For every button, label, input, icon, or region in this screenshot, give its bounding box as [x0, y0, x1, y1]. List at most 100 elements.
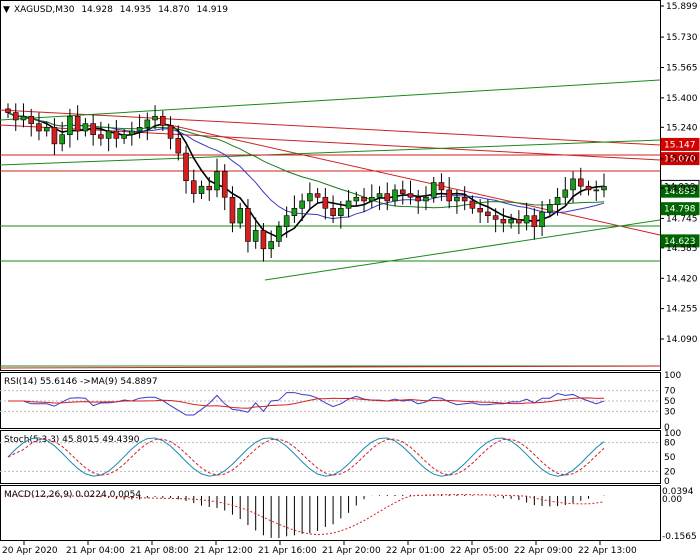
horizontal-level[interactable] [0, 365, 661, 369]
trendlines[interactable] [0, 79, 661, 369]
candle-body [338, 208, 344, 216]
stoch-level: 0 [664, 477, 670, 487]
candle-body [469, 200, 476, 209]
candle-body [221, 171, 228, 198]
candle-body [12, 112, 19, 121]
rsi-ma-line [8, 397, 605, 409]
price-tick: 15.240 [666, 123, 698, 133]
time-axis: 20 Apr 2020 21 Apr 04:00 21 Apr 08:00 21 Ap… [2, 541, 637, 556]
candle-body [121, 134, 127, 139]
candle-body [245, 208, 251, 242]
candle-body [430, 182, 437, 198]
macd-panel[interactable] [0, 485, 661, 541]
candle-body [345, 200, 352, 209]
candle-body [59, 134, 65, 145]
time-tick: 21 Apr 08:00 [130, 546, 189, 556]
price-tag-label: 14.798 [664, 205, 696, 215]
candle-body [585, 185, 592, 191]
trendline[interactable] [0, 79, 661, 121]
candle-body [229, 196, 236, 224]
price-tick: 14.090 [666, 335, 698, 345]
price-tick: 15.730 [666, 33, 698, 43]
trendline[interactable] [169, 124, 661, 236]
price-tick: 14.420 [666, 274, 698, 284]
time-tick: 20 Apr 2020 [2, 546, 58, 556]
price-tick: 14.585 [666, 244, 698, 254]
candle-body [299, 200, 305, 209]
candle-body [36, 123, 42, 132]
candle-body [492, 215, 499, 220]
candle-body [307, 193, 313, 202]
moving-average-line [7, 112, 605, 209]
stoch-level: 20 [664, 467, 676, 477]
price-axis: 15.899 15.730 15.565 15.400 15.240 15.070 14.9… [660, 2, 698, 345]
candle-body [554, 196, 561, 205]
candle-body [485, 211, 491, 216]
price-tick: 15.899 [666, 2, 698, 12]
candles [5, 103, 607, 262]
candle-body [353, 196, 360, 202]
candle-body [144, 119, 151, 128]
price-tick: 14.910 [666, 184, 698, 194]
candle-body [283, 215, 290, 228]
candle-body [593, 189, 600, 192]
time-tick: 21 Apr 12:00 [194, 546, 253, 556]
rsi-label: RSI(14) 55.6146 ->MA(9) 54.8897 [4, 377, 158, 387]
candle-body [43, 127, 50, 132]
chart-dropdown-icon[interactable]: ▼ [3, 5, 10, 15]
candle-body [446, 189, 452, 202]
candle-body [67, 115, 73, 135]
stoch-level: 100 [664, 429, 681, 439]
candle-body [376, 193, 383, 198]
symbol-header: XAGUSD,M30 14.928 14.935 14.870 14.919 [14, 5, 228, 15]
candle-body [5, 108, 11, 113]
trendline[interactable] [0, 139, 661, 166]
candle-body [384, 193, 391, 202]
candle-body [20, 115, 27, 121]
time-tick: 21 Apr 20:00 [322, 546, 381, 556]
price-tick: 15.070 [666, 155, 698, 165]
macd-histogram [8, 494, 605, 538]
candle-body [105, 130, 112, 139]
candle-body [500, 219, 507, 224]
candle-body [252, 230, 259, 242]
price-tag-label: 14.893 [664, 187, 696, 197]
candle-body [516, 219, 522, 224]
candle-body [539, 211, 545, 228]
price-tag [660, 202, 700, 216]
trendline[interactable] [0, 109, 661, 146]
time-tick: 22 Apr 05:00 [450, 546, 509, 556]
candle-body [74, 115, 81, 132]
candle-body [129, 130, 135, 135]
candle-body [82, 123, 89, 132]
stoch-label: Stoch(5,3,3) 45.8015 49.4390 [4, 435, 140, 445]
candle-body [399, 189, 406, 194]
stoch-level: 80 [664, 439, 676, 449]
trendline[interactable] [264, 219, 661, 281]
candle-body [523, 215, 530, 224]
candle-body [136, 127, 143, 132]
candle-body [291, 208, 298, 216]
candle-body [570, 178, 576, 191]
macd-level: 0.0394 [662, 487, 694, 497]
rsi-lines [0, 390, 660, 416]
price-tag-label: 15.147 [664, 140, 696, 150]
rsi-level: 100 [664, 371, 681, 381]
time-tick: 22 Apr 09:00 [514, 546, 573, 556]
price-tick: 14.255 [666, 305, 698, 315]
rsi-panel[interactable] [0, 372, 661, 429]
time-tick: 21 Apr 04:00 [66, 546, 125, 556]
candle-body [322, 196, 329, 209]
macd-level: -0.1565 [662, 532, 697, 542]
candle-body [276, 226, 282, 242]
candle-body [477, 208, 483, 213]
candle-body [461, 196, 468, 202]
candle-body [160, 115, 166, 126]
rsi-level: 30 [664, 407, 676, 417]
candle-body [438, 182, 445, 191]
